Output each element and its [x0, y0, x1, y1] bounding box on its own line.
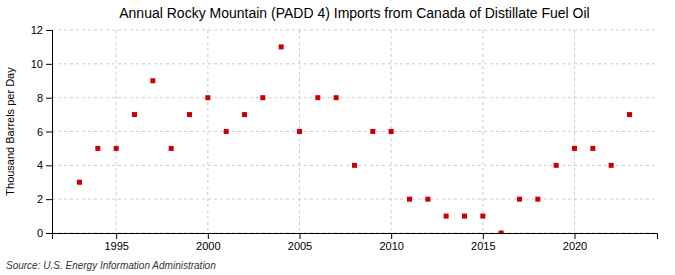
tick-label: 6	[37, 126, 43, 138]
tick-label: 4	[37, 159, 43, 171]
point	[279, 44, 284, 49]
tick-label: 2005	[288, 240, 312, 252]
point	[554, 163, 559, 168]
grid-line-x	[207, 30, 208, 233]
tick-label: 2	[37, 193, 43, 205]
point	[169, 146, 174, 151]
tick-mark	[46, 233, 52, 234]
point	[425, 197, 430, 202]
tick-mark	[46, 132, 52, 133]
point	[297, 129, 302, 134]
point	[572, 146, 577, 151]
point	[499, 231, 504, 234]
chart-svg: 1995 2000 2005 2010 2015 2020 0 2 4 6 8 10 12 Annual …	[0, 0, 675, 275]
tick-mark	[483, 233, 484, 239]
tick: 2	[37, 193, 52, 205]
tick-mark	[300, 233, 301, 239]
tick: 8	[37, 92, 52, 104]
point	[260, 95, 265, 100]
axis-line	[46, 31, 53, 234]
grid-line-y	[52, 199, 657, 200]
grid-line-x	[116, 30, 117, 233]
point	[150, 78, 155, 83]
tick-label: 2015	[471, 240, 495, 252]
tick-label: 2020	[563, 240, 587, 252]
tick-mark	[46, 165, 52, 166]
tick-label: 10	[31, 58, 43, 70]
plot-area: 1995 2000 2005 2010 2015 2020 0 2 4 6 8 10 12	[31, 24, 658, 252]
tick: 2015	[471, 233, 495, 252]
point	[242, 112, 247, 117]
tick: 10	[31, 58, 52, 70]
grid-line-y	[52, 97, 657, 98]
tick: 4	[37, 159, 52, 171]
point	[462, 214, 467, 219]
point	[352, 163, 357, 168]
points	[77, 44, 632, 233]
title: Annual Rocky Mountain (PADD 4) Imports f…	[119, 5, 589, 21]
point	[187, 112, 192, 117]
point	[480, 214, 485, 219]
point	[205, 95, 210, 100]
tick-label: 12	[31, 24, 43, 36]
tick: 2010	[379, 233, 403, 252]
point	[627, 112, 632, 117]
x-axis: 1995 2000 2005 2010 2015 2020	[53, 233, 658, 252]
y-axis-label: Thousand Barrels per Day	[4, 67, 16, 196]
tick-mark	[208, 233, 209, 239]
tick-mark	[391, 233, 392, 239]
tick: 1995	[104, 233, 128, 252]
point	[517, 197, 522, 202]
tick-label: 0	[37, 227, 43, 239]
point	[370, 129, 375, 134]
annotation: Source: U.S. Energy Information Administ…	[6, 260, 216, 271]
tick-label: 8	[37, 92, 43, 104]
tick-mark	[46, 199, 52, 200]
grid-line-x	[574, 30, 575, 233]
grid-line-y	[52, 63, 657, 64]
point	[444, 214, 449, 219]
tick: 2005	[288, 233, 312, 252]
tick-mark	[46, 98, 52, 99]
tick-label: 2000	[196, 240, 220, 252]
point	[224, 129, 229, 134]
grid-line-y	[52, 131, 657, 132]
tick-label: 1995	[104, 240, 128, 252]
tick-mark	[575, 233, 576, 239]
point	[535, 197, 540, 202]
point	[334, 95, 339, 100]
tick: 2020	[563, 233, 587, 252]
point	[315, 95, 320, 100]
point	[609, 163, 614, 168]
point	[407, 197, 412, 202]
y-axis: 0 2 4 6 8 10 12	[31, 24, 53, 239]
grid-line-x	[482, 30, 483, 233]
point	[132, 112, 137, 117]
tick-mark	[46, 64, 52, 65]
point	[590, 146, 595, 151]
tick: 12	[31, 24, 52, 36]
tick: 0	[37, 227, 52, 239]
point	[95, 146, 100, 151]
chart-container: 1995 2000 2005 2010 2015 2020 0 2 4 6 8 10 12 Annual …	[0, 0, 675, 275]
tick: 6	[37, 126, 52, 138]
tick-label: 2010	[379, 240, 403, 252]
grid-line-y	[52, 30, 657, 31]
point	[114, 146, 119, 151]
point	[77, 180, 82, 185]
axis-line	[53, 234, 658, 240]
point	[389, 129, 394, 134]
tick: 2000	[196, 233, 220, 252]
grid	[52, 30, 657, 233]
tick-mark	[46, 30, 52, 31]
tick-mark	[116, 233, 117, 239]
